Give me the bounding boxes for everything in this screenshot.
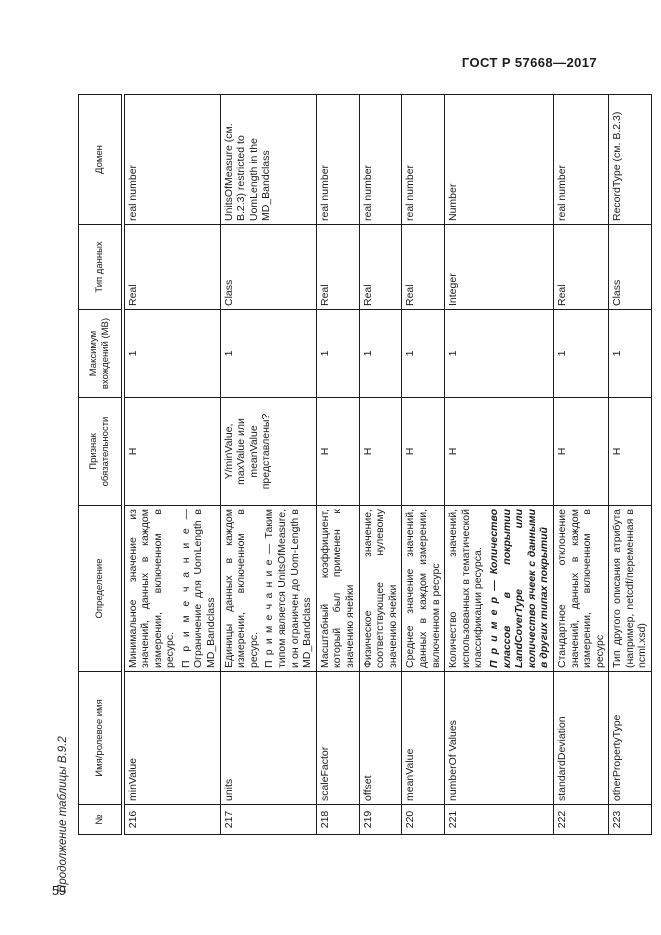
table-row: 219 offset Физическое значение, соответс… [359, 94, 402, 835]
cell-num: 219 [359, 804, 402, 835]
table-row: 223 otherPropertyType Тип другого описан… [608, 94, 652, 835]
cell-domain: real number [401, 94, 445, 225]
col-header-name: Имя/ролевое имя [78, 671, 123, 805]
cell-definition: Единицы данных в каждом измерении, включ… [220, 505, 317, 672]
cell-num: 218 [316, 804, 360, 835]
table-caption: Продолжение таблицы В.9.2 [57, 736, 69, 893]
cell-domain: Number [444, 94, 554, 225]
cell-definition: Физическое значение, соответствующее нул… [359, 505, 402, 672]
table-row: 220 meanValue Среднее значение значений,… [401, 94, 445, 835]
definition-note: П р и м е ч а н и е — Ограничение для Uo… [179, 509, 218, 668]
cell-max-occurs: 1 [220, 309, 317, 398]
cell-name: units [220, 671, 317, 805]
definition-text: Количество значений, использованных в те… [447, 509, 485, 668]
cell-max-occurs: 1 [444, 309, 554, 398]
cell-mandatory: Н [122, 397, 221, 506]
cell-data-type: Real [401, 224, 445, 310]
table-row: 218 scaleFactor Масштабный коэффициент, … [316, 94, 360, 835]
table-row: 216 minValue Минимальное значение из зна… [122, 94, 221, 835]
cell-mandatory: Н [316, 397, 360, 506]
cell-num: 223 [608, 804, 652, 835]
cell-name: minValue [122, 671, 221, 805]
table-row: 221 numberOf Values Количество значений,… [444, 94, 554, 835]
col-header-mandatory: Признак обязательности [78, 397, 123, 506]
definition-text: Минимальное значение из значений, данных… [126, 509, 177, 668]
definition-example: П р и м е р — Количество классов в покры… [487, 509, 551, 668]
definition-text: Единицы данных в каждом измерении, включ… [222, 509, 260, 668]
cell-data-type: Real [553, 224, 609, 310]
cell-name: offset [359, 671, 402, 805]
cell-data-type: Class [220, 224, 317, 310]
cell-max-occurs: 1 [608, 309, 652, 398]
cell-domain: real number [316, 94, 360, 225]
cell-data-type: Real [359, 224, 402, 310]
cell-data-type: Class [608, 224, 652, 310]
definition-text: Физическое значение, соответствующее нул… [361, 509, 399, 668]
cell-definition: Тип другого описания атрибута (например,… [608, 505, 652, 672]
cell-num: 217 [220, 804, 317, 835]
attributes-table: № Имя/ролевое имя Определение Признак об… [78, 94, 653, 835]
cell-max-occurs: 1 [316, 309, 360, 398]
cell-mandatory: Н [553, 397, 609, 506]
cell-num: 221 [444, 804, 554, 835]
cell-max-occurs: 1 [359, 309, 402, 398]
cell-mandatory: Н [359, 397, 402, 506]
page-number: 59 [52, 884, 66, 898]
cell-name: otherPropertyType [608, 671, 652, 805]
definition-text: Тип другого описания атрибута (например,… [611, 509, 649, 668]
cell-mandatory: Н [608, 397, 652, 506]
definition-text: Среднее значение значений, данных в кажд… [404, 509, 442, 668]
cell-max-occurs: 1 [553, 309, 609, 398]
col-header-domain: Домен [78, 94, 123, 225]
cell-name: numberOf Values [444, 671, 554, 805]
cell-mandatory: Н [444, 397, 554, 506]
cell-num: 222 [553, 804, 609, 835]
table-row: 222 standardDeviation Стандартное отклон… [553, 94, 609, 835]
cell-domain: UnitsOfMeasure (см. B.2.3) restricted to… [220, 94, 317, 225]
cell-domain: RecordType (см. B.2.3) [608, 94, 652, 225]
cell-max-occurs: 1 [401, 309, 445, 398]
table-header-row: № Имя/ролевое имя Определение Признак об… [78, 94, 123, 835]
cell-num: 216 [122, 804, 221, 835]
col-header-max-occurs: Максимум вхождений (МВ) [78, 309, 123, 398]
cell-name: scaleFactor [316, 671, 360, 805]
definition-note: П р и м е ч а н и е — Таким типом являет… [263, 509, 314, 668]
col-header-num: № [78, 804, 123, 835]
cell-data-type: Real [316, 224, 360, 310]
cell-definition: Минимальное значение из значений, данных… [122, 505, 221, 672]
cell-name: meanValue [401, 671, 445, 805]
document-header: ГОСТ Р 57668—2017 [461, 55, 597, 70]
cell-domain: real number [122, 94, 221, 225]
col-header-definition: Определение [78, 505, 123, 672]
cell-domain: real number [359, 94, 402, 225]
definition-text: Стандартное отклонение значений, данных … [555, 509, 606, 668]
cell-definition: Стандартное отклонение значений, данных … [553, 505, 609, 672]
cell-domain: real number [553, 94, 609, 225]
cell-definition: Среднее значение значений, данных в кажд… [401, 505, 445, 672]
table-row: 217 units Единицы данных в каждом измере… [220, 94, 317, 835]
cell-mandatory: Y/minValue, maxValue или meanValue предс… [220, 397, 317, 506]
cell-name: standardDeviation [553, 671, 609, 805]
cell-definition: Масштабный коэффициент, который был прим… [316, 505, 360, 672]
cell-data-type: Integer [444, 224, 554, 310]
cell-mandatory: Н [401, 397, 445, 506]
definition-text: Масштабный коэффициент, который был прим… [318, 509, 356, 668]
cell-max-occurs: 1 [122, 309, 221, 398]
rotated-table-container: № Имя/ролевое имя Определение Признак об… [78, 94, 653, 835]
cell-num: 220 [401, 804, 445, 835]
cell-definition: Количество значений, использованных в те… [444, 505, 554, 672]
col-header-data-type: Тип данных [78, 224, 123, 310]
cell-data-type: Real [122, 224, 221, 310]
